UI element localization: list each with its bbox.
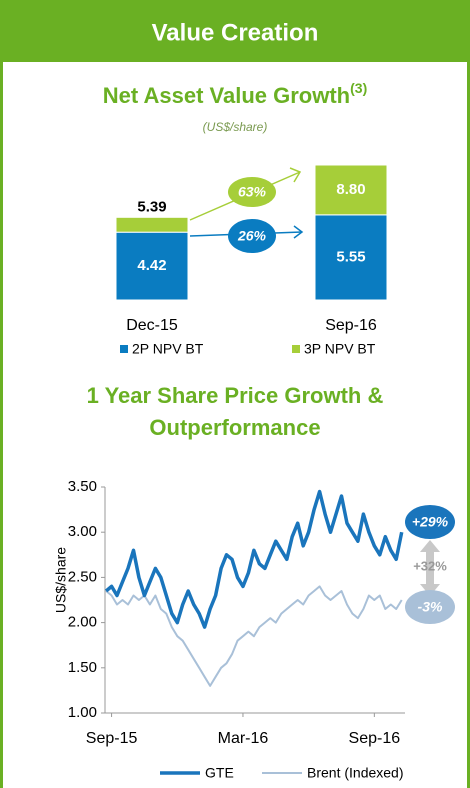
- bar-segment: [314, 214, 388, 301]
- annotation: +32%: [413, 558, 447, 573]
- x-tick-label: Sep-16: [349, 730, 401, 747]
- header-bar: [0, 0, 470, 62]
- legend-label: 3P NPV BT: [304, 341, 376, 357]
- annotation: 26%: [237, 228, 267, 244]
- chart-title: 1 Year Share Price Growth & Outperforman…: [86, 383, 384, 440]
- arrow-shaft: [426, 552, 434, 584]
- y-tick-label: 3.50: [68, 478, 97, 495]
- chart-title: Net Asset Value Growth(3): [103, 80, 368, 108]
- series-line: [105, 585, 403, 687]
- y-tick-label: 2.00: [68, 614, 97, 631]
- x-tick-label: Dec-15: [126, 317, 178, 334]
- annotation: -3%: [418, 599, 443, 615]
- legend-swatch: [292, 345, 300, 353]
- arrowhead-2p: [293, 225, 304, 239]
- header-title: Value Creation: [152, 19, 319, 46]
- legend-label: 2P NPV BT: [132, 341, 204, 357]
- total-label: 8.80: [336, 181, 365, 198]
- x-tick-label: Sep-15: [86, 730, 138, 747]
- total-label: 5.39: [137, 198, 166, 215]
- annotation-bubble: [405, 590, 455, 624]
- legend-label: Brent (Indexed): [307, 765, 404, 781]
- bar-segment: [314, 164, 388, 216]
- title-superscript: (3): [350, 80, 367, 96]
- data-label: 4.42: [137, 257, 166, 274]
- y-axis-label: US$/share: [53, 547, 69, 613]
- legend-swatch: [120, 345, 128, 353]
- chart-subtitle: (US$/share): [203, 120, 268, 134]
- annotation-bubble: [228, 177, 276, 207]
- annotation: +29%: [412, 514, 449, 530]
- annotation: 63%: [238, 184, 267, 200]
- data-label: 5.55: [336, 248, 365, 265]
- arrowhead-3p: [289, 167, 302, 183]
- arrow-up: [420, 540, 440, 552]
- y-tick-label: 2.50: [68, 568, 97, 585]
- annotation-bubble: [228, 219, 276, 253]
- series-line: [104, 489, 404, 629]
- y-tick-label: 3.00: [68, 523, 97, 540]
- x-tick-label: Mar-16: [218, 730, 269, 747]
- title-text: Net Asset Value Growth: [103, 83, 350, 108]
- x-tick-label: Sep-16: [325, 317, 377, 334]
- y-tick-label: 1.00: [68, 704, 97, 721]
- bar-segment: [115, 231, 189, 301]
- bar-segment: [115, 216, 189, 233]
- legend-label: GTE: [205, 765, 234, 781]
- y-tick-label: 1.50: [68, 659, 97, 676]
- annotation-bubble: [405, 505, 455, 539]
